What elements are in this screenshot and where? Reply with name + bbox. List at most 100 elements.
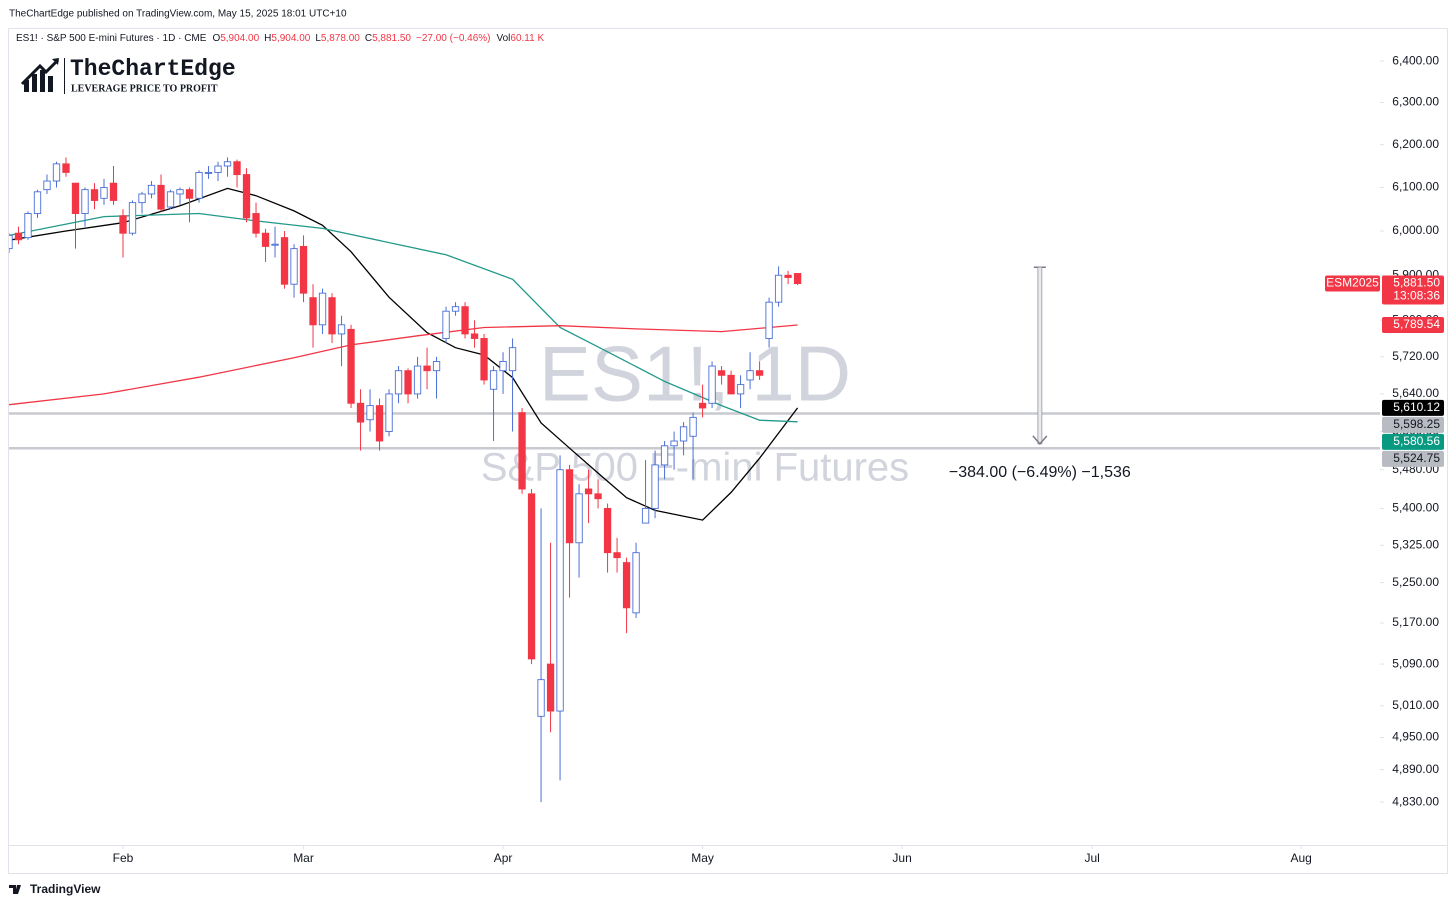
ohlc-key: L (315, 33, 321, 44)
y-tick-label: 4,830.00 (1392, 794, 1439, 808)
y-tick-label: 6,100.00 (1392, 180, 1439, 194)
moving-average (9, 187, 799, 521)
candle-body (584, 488, 593, 495)
y-tick-label: 5,170.00 (1392, 615, 1439, 629)
x-tick-label: Jul (1084, 851, 1099, 865)
candle-body (166, 191, 175, 208)
symbol: ES1! · S&P 500 E-mini Futures · 1D · CME (16, 33, 207, 44)
contract-box (1325, 275, 1380, 292)
candle-body (176, 189, 184, 195)
ohlc-value: 5,904.00 (220, 33, 259, 44)
candle-body (508, 347, 517, 372)
candle-body (185, 189, 194, 199)
x-tick-label: Mar (293, 851, 314, 865)
candle-body (575, 493, 583, 544)
footer-logo (9, 885, 21, 894)
candle-body (43, 180, 51, 191)
candle-body (442, 310, 450, 339)
watermark-subtitle: S&P 500 E-mini Futures (481, 446, 909, 490)
price-label: 5,789.54 (1393, 317, 1440, 331)
y-tick-label: 6,200.00 (1392, 137, 1439, 151)
candle-body (14, 232, 23, 241)
volume: 60.11 K (510, 33, 544, 44)
candle-body (271, 243, 279, 246)
candle-body (119, 215, 127, 234)
y-tick-label: 5,250.00 (1392, 575, 1439, 589)
candle-body (632, 552, 640, 614)
footer: TradingView (30, 882, 101, 896)
x-tick-label: Apr (494, 851, 513, 865)
logo-tagline: LEVERAGE PRICE TO PROFIT (71, 83, 218, 94)
price-label-box (1382, 450, 1444, 467)
candle-body (660, 445, 669, 466)
candle-body (717, 370, 726, 376)
candle-body (404, 370, 412, 395)
candle-body (565, 469, 574, 544)
price-label-box (1382, 275, 1444, 305)
candle-body (793, 273, 802, 284)
y-tick-label: 5,640.00 (1392, 386, 1439, 400)
candle-body (413, 365, 422, 395)
candle-body (328, 297, 336, 335)
candle-body (318, 292, 327, 326)
candle-body (499, 360, 507, 372)
candle-body (299, 245, 308, 294)
price-label: 5,610.12 (1393, 400, 1440, 414)
candle-body (708, 365, 716, 404)
candle-body (100, 187, 108, 199)
price-label: 5,524.75 (1393, 451, 1440, 465)
price-label: 5,580.56 (1393, 434, 1440, 448)
watermark-title: ES1!, 1D (539, 330, 851, 418)
y-tick-label: 5,325.00 (1392, 537, 1439, 551)
logo-name: TheChartEdge (70, 56, 236, 82)
candle-body (280, 237, 289, 285)
candle-body (128, 202, 137, 234)
ohlc-value: 5,878.00 (321, 33, 360, 44)
y-tick-label: 4,890.00 (1392, 762, 1439, 776)
x-tick-label: Feb (113, 851, 134, 865)
candle-body (347, 328, 355, 404)
candle-body (603, 507, 612, 554)
candle-body (537, 679, 545, 717)
candle-body (109, 182, 118, 201)
candle-body (670, 440, 678, 447)
candle-body (527, 493, 536, 660)
ohlc-value: 5,904.00 (271, 33, 310, 44)
candle-body (641, 507, 650, 524)
candle-body (71, 182, 80, 214)
candle-body (727, 374, 735, 395)
change: −27.00 (−0.46%) (416, 33, 491, 44)
candle-body (736, 384, 745, 395)
candle-body (90, 189, 99, 201)
price-label: 5,598.25 (1393, 417, 1440, 431)
ohlc-value: 5,881.50 (372, 33, 411, 44)
candle-body (755, 370, 764, 376)
candle-body (242, 174, 251, 219)
price-label-box (1382, 399, 1444, 416)
candle-body (52, 163, 61, 182)
candle-body (195, 171, 203, 199)
candle-body (784, 274, 792, 278)
plot (9, 157, 1380, 803)
candle-body (461, 306, 469, 335)
y-tick-label: 5,400.00 (1392, 501, 1439, 515)
candle-body (423, 365, 431, 372)
candle-body (147, 184, 156, 195)
countdown: 13:08:36 (1393, 289, 1440, 303)
candle-body (470, 333, 479, 339)
candle-body (204, 171, 213, 174)
price-label-box (1382, 416, 1444, 433)
candle-body (138, 193, 146, 204)
y-tick-label: 6,000.00 (1392, 223, 1439, 237)
candle-body (385, 393, 393, 432)
y-tick-label: 6,300.00 (1392, 95, 1439, 109)
candle-body (613, 552, 621, 559)
y-tick-label: 4,950.00 (1392, 730, 1439, 744)
y-tick-label: 5,720.00 (1392, 349, 1439, 363)
candle-body (689, 416, 697, 437)
candle-body (9, 234, 13, 250)
candle-body (33, 191, 42, 214)
candle-body (223, 161, 232, 167)
logo (20, 58, 65, 94)
